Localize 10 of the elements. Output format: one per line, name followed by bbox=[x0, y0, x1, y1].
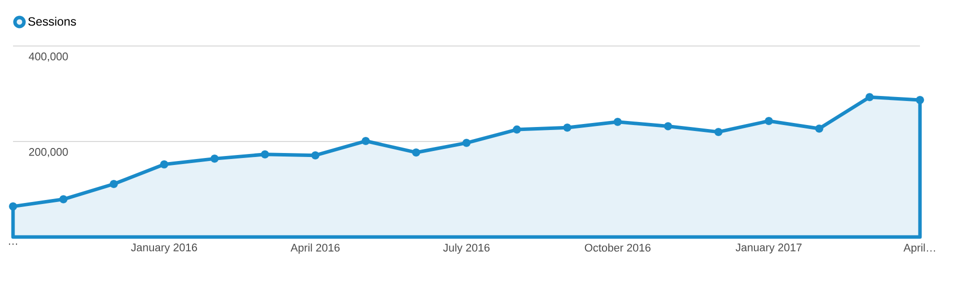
x-tick-label: April… bbox=[903, 244, 935, 254]
y-tick-label: 200,000 bbox=[29, 148, 68, 158]
x-tick-label: October 2016 bbox=[584, 244, 650, 252]
y-tick-label: 400,000 bbox=[28, 52, 68, 62]
x-tick-label: January 2016 bbox=[131, 244, 198, 254]
x-tick-label: January 2017 bbox=[736, 244, 802, 254]
x-tick-label: … bbox=[9, 244, 18, 245]
legend-label: Sessions bbox=[28, 16, 76, 26]
x-tick-label: July 2016 bbox=[443, 244, 490, 254]
x-tick-label: April 2016 bbox=[290, 244, 340, 254]
